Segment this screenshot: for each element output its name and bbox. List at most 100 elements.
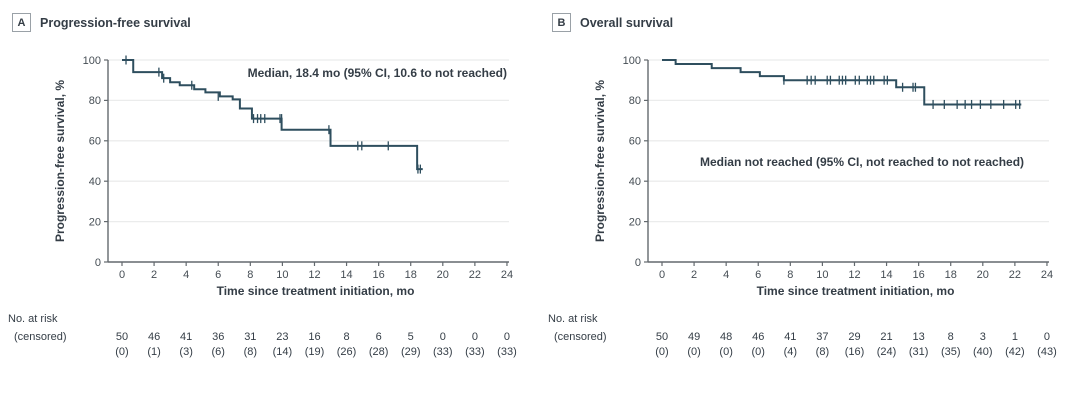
y-tick-label: 40 <box>629 176 641 188</box>
censored-value: (6) <box>212 346 225 358</box>
x-tick-label: 10 <box>276 269 288 281</box>
at-risk-value: 0 <box>504 331 510 343</box>
x-tick-label: 6 <box>215 269 221 281</box>
x-tick-label: 20 <box>977 269 989 281</box>
x-tick-label: 18 <box>405 269 417 281</box>
censored-label: (censored) <box>554 331 607 343</box>
at-risk-value: 46 <box>148 331 160 343</box>
at-risk-value: 6 <box>376 331 382 343</box>
censored-value: (24) <box>877 346 897 358</box>
censored-value: (33) <box>497 346 517 358</box>
censored-value: (16) <box>845 346 865 358</box>
at-risk-value: 31 <box>244 331 256 343</box>
y-axis-title: Progression-free survival, % <box>53 80 67 242</box>
y-tick-label: 0 <box>95 257 101 269</box>
censored-value: (8) <box>244 346 257 358</box>
censored-value: (28) <box>369 346 389 358</box>
y-tick-label: 40 <box>89 176 101 188</box>
censored-value: (40) <box>973 346 993 358</box>
at-risk-value: 41 <box>180 331 192 343</box>
censored-value: (3) <box>179 346 192 358</box>
at-risk-value: 0 <box>1044 331 1050 343</box>
at-risk-value: 49 <box>688 331 700 343</box>
at-risk-value: 8 <box>343 331 349 343</box>
x-tick-label: 20 <box>437 269 449 281</box>
at-risk-value: 23 <box>276 331 288 343</box>
censored-value: (0) <box>687 346 700 358</box>
y-tick-label: 20 <box>89 216 101 228</box>
x-axis-title: Time since treatment initiation, mo <box>757 284 955 298</box>
y-tick-label: 60 <box>89 136 101 148</box>
at-risk-value: 13 <box>913 331 925 343</box>
censored-value: (33) <box>465 346 485 358</box>
at-risk-value: 41 <box>784 331 796 343</box>
at-risk-value: 21 <box>880 331 892 343</box>
censored-value: (33) <box>433 346 453 358</box>
censored-value: (19) <box>305 346 325 358</box>
at-risk-value: 8 <box>948 331 954 343</box>
censored-value: (8) <box>816 346 829 358</box>
censored-value: (14) <box>273 346 293 358</box>
at-risk-value: 0 <box>472 331 478 343</box>
at-risk-value: 48 <box>720 331 732 343</box>
y-tick-label: 100 <box>83 55 101 67</box>
x-tick-label: 8 <box>247 269 253 281</box>
censored-value: (35) <box>941 346 961 358</box>
at-risk-value: 0 <box>440 331 446 343</box>
x-tick-label: 12 <box>308 269 320 281</box>
censored-label: (censored) <box>14 331 67 343</box>
panel-a: A Progression-free survival 0 20 40 60 80 100… <box>8 13 517 358</box>
x-tick-label: 6 <box>755 269 761 281</box>
censored-value: (0) <box>719 346 732 358</box>
km-curve <box>662 59 1022 106</box>
at-risk-value: 36 <box>212 331 224 343</box>
x-tick-label: 14 <box>880 269 892 281</box>
panel-a-letter-box: A <box>12 13 31 32</box>
censored-value: (0) <box>752 346 765 358</box>
at-risk-value: 50 <box>656 331 668 343</box>
y-tick-label: 60 <box>629 136 641 148</box>
x-tick-label: 0 <box>659 269 665 281</box>
x-tick-label: 10 <box>816 269 828 281</box>
x-tick-label: 8 <box>787 269 793 281</box>
x-tick-label: 2 <box>691 269 697 281</box>
at-risk-value: 1 <box>1012 331 1018 343</box>
panel-a-header: A Progression-free survival <box>12 13 191 32</box>
panel-b-title: Overall survival <box>580 15 674 30</box>
x-tick-label: 0 <box>119 269 125 281</box>
y-tick-label: 80 <box>89 95 101 107</box>
panel-b-header: B Overall survival <box>552 13 673 32</box>
censored-value: (43) <box>1037 346 1057 358</box>
x-tick-label: 16 <box>913 269 925 281</box>
x-tick-label: 18 <box>945 269 957 281</box>
censored-value: (0) <box>115 346 128 358</box>
y-tick-label: 0 <box>635 257 641 269</box>
x-tick-label: 22 <box>469 269 481 281</box>
panel-b-letter-box: B <box>552 13 571 32</box>
x-tick-label: 12 <box>848 269 860 281</box>
x-tick-label: 24 <box>501 269 513 281</box>
censored-value: (42) <box>1005 346 1025 358</box>
censored-value: (26) <box>337 346 357 358</box>
y-axis-title: Progression-free survival, % <box>593 80 607 242</box>
panel-a-title: Progression-free survival <box>40 15 191 30</box>
x-tick-label: 4 <box>183 269 189 281</box>
x-tick-label: 14 <box>340 269 352 281</box>
y-tick-label: 20 <box>629 216 641 228</box>
at-risk-value: 37 <box>816 331 828 343</box>
km-curve <box>122 59 423 171</box>
x-tick-label: 24 <box>1041 269 1053 281</box>
at-risk-value: 3 <box>980 331 986 343</box>
at-risk-label: No. at risk <box>8 313 58 325</box>
censored-value: (1) <box>147 346 160 358</box>
median-annotation: Median not reached (95% CI, not reached … <box>700 155 1024 169</box>
censored-value: (31) <box>909 346 929 358</box>
panel-b: B Overall survival 0 20 40 60 80 100 0 2 4 6 8 10 12… <box>540 0 1080 400</box>
y-tick-label: 100 <box>623 55 641 67</box>
x-axis-title: Time since treatment initiation, mo <box>217 284 415 298</box>
censored-value: (4) <box>784 346 797 358</box>
x-tick-label: 22 <box>1009 269 1021 281</box>
